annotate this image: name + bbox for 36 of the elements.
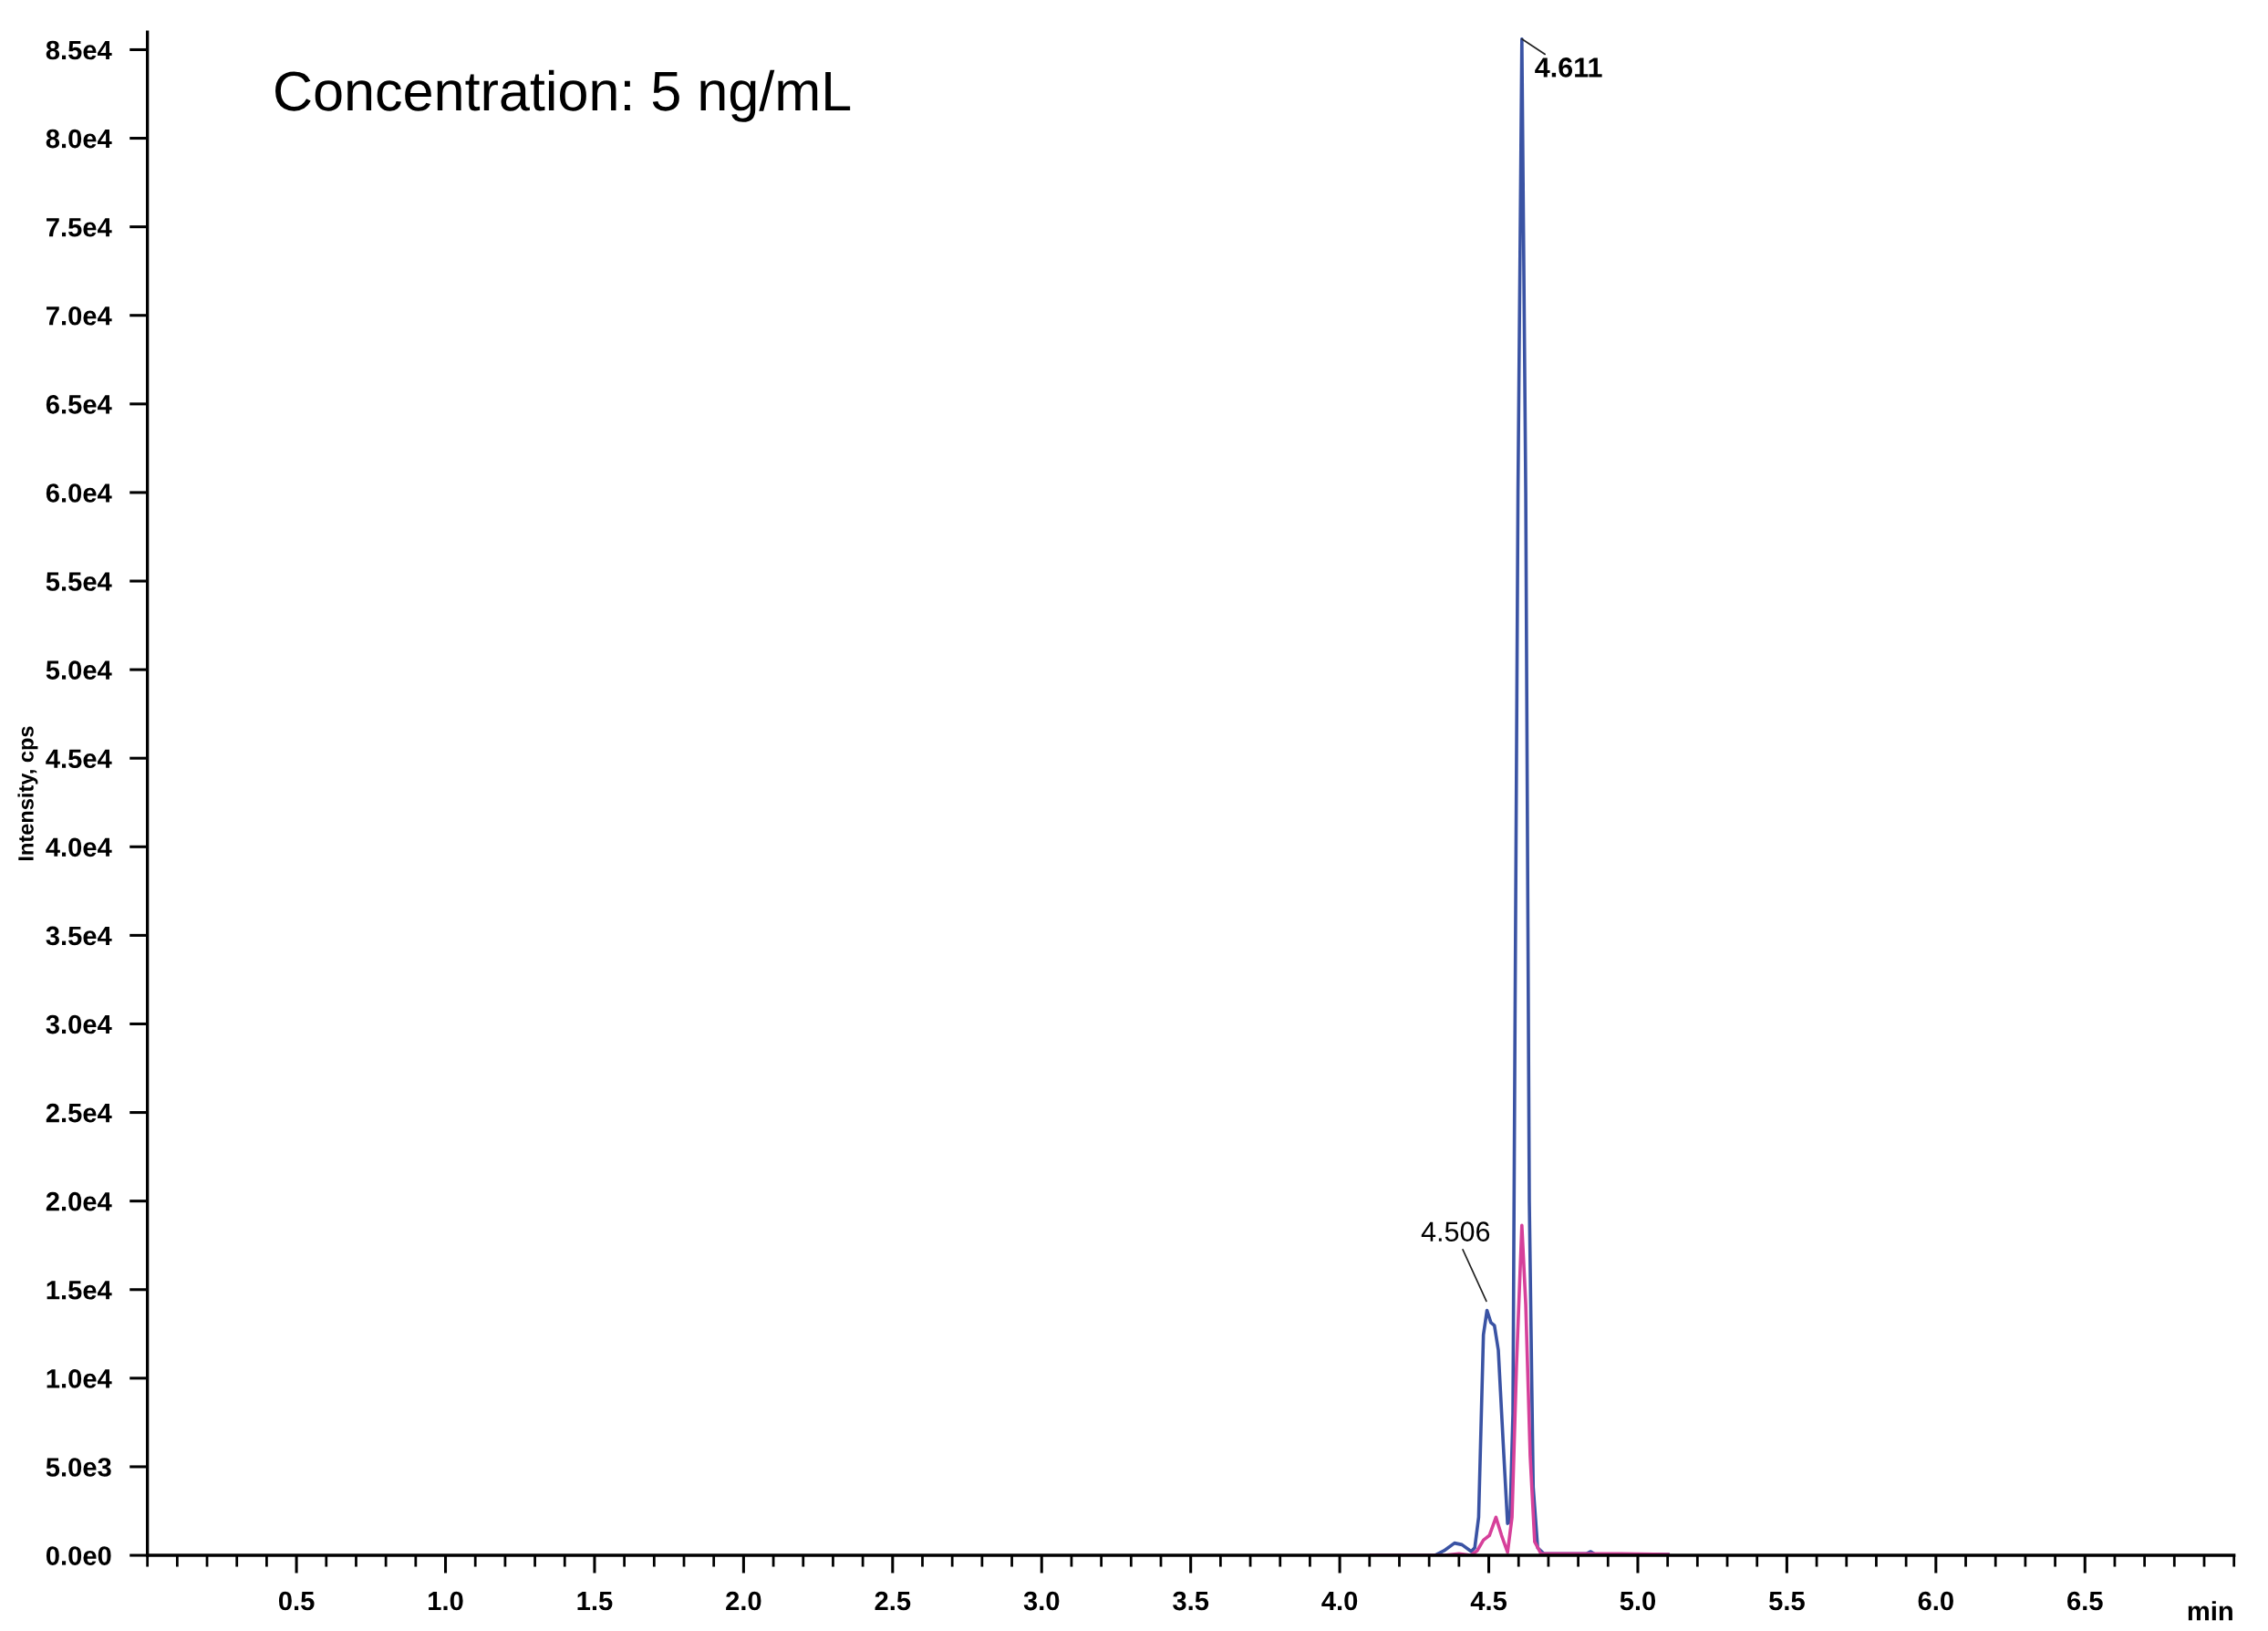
x-tick-label: 4.5 [1470,1592,1507,1611]
x-tick-label: 4.0 [1321,1591,1358,1611]
y-tick-label: 8.5e4 [46,40,112,60]
y-tick-label: 5.0e4 [46,660,112,680]
y-tick-label: 7.5e4 [47,218,112,237]
x-tick-label: 1.5 [577,1592,613,1611]
x-tick-label: 6.5 [2067,1591,2103,1611]
y-tick-label: 4.5e4 [46,749,112,769]
y-tick-label: 6.0e4 [46,483,112,503]
annotation: 4.611 [1535,57,1602,78]
y-tick-label: 0.0e0 [46,1546,111,1565]
x-tick-label: 3.0 [1023,1591,1060,1611]
y-tick-label: 8.0e4 [46,129,112,149]
y-tick-label: 7.0e4 [47,306,112,326]
x-axis-title: min [2188,1601,2232,1621]
x-tick-label: 0.5 [278,1591,315,1611]
x-tick-label: 5.0 [1620,1591,1656,1611]
y-tick-label: 1.5e4 [47,1281,112,1300]
y-tick-label: 3.5e4 [46,926,112,946]
y-axis-title: Intensity, cps [17,726,38,861]
y-tick-label: 6.5e4 [46,395,112,414]
y-tick-label: 3.0e4 [46,1014,112,1034]
text: Concentration: 5 ng/mL [275,69,851,122]
y-tick-label: 5.5e4 [46,572,112,591]
x-tick-label: 3.5 [1173,1591,1209,1611]
x-tick-label: 2.0 [726,1591,761,1611]
y-tick-label: 2.5e4 [46,1103,112,1123]
x-tick-label: 5.5 [1769,1592,1805,1611]
y-tick-label: 5.0e3 [46,1458,111,1477]
x-tick-label: 6.0 [1918,1591,1953,1611]
y-tick-label: 2.0e4 [46,1191,112,1211]
y-tick-label: 4.0e4 [46,837,112,857]
x-tick-label: 2.5 [875,1591,911,1611]
x-tick-label: 1.0 [429,1591,463,1611]
y-tick-label: 1.0e4 [47,1369,112,1388]
annotation: 4.506 [1421,1221,1490,1241]
